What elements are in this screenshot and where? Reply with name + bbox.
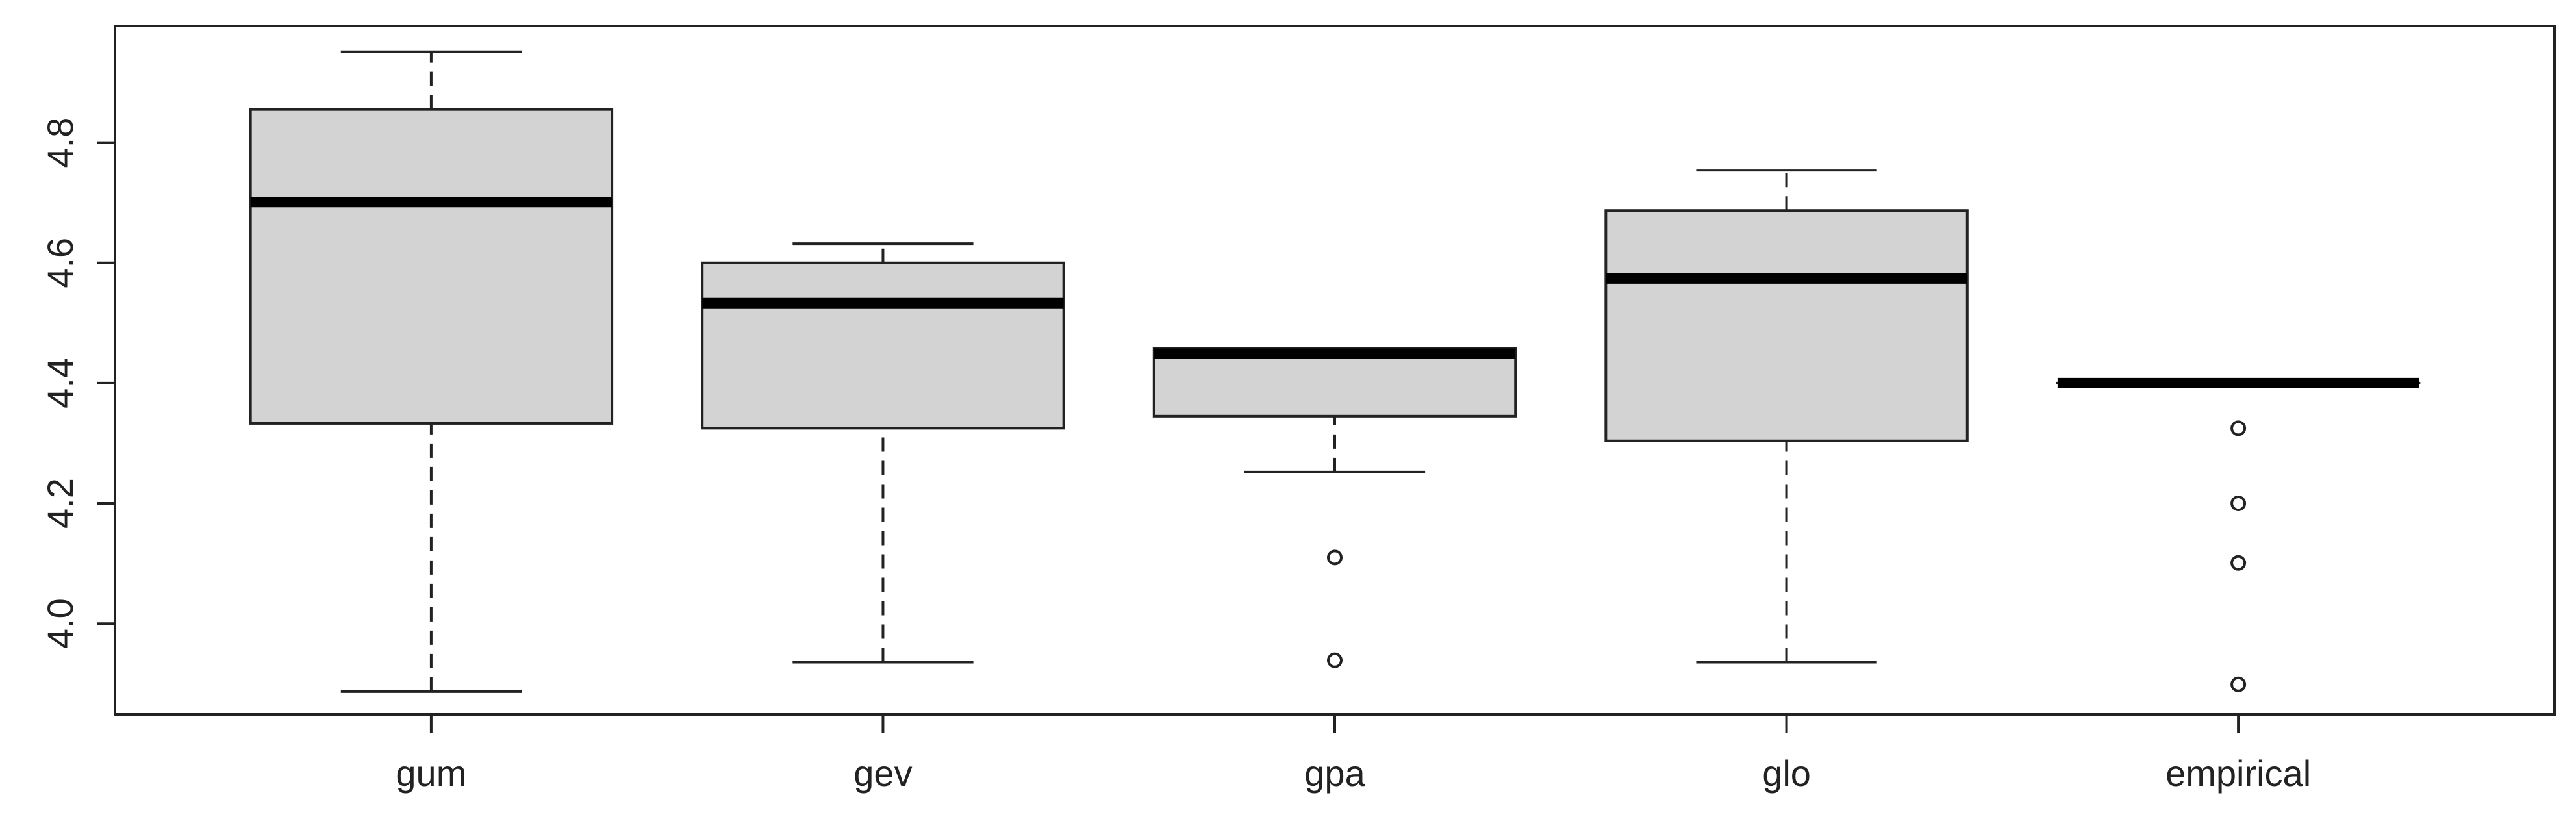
outlier [2230,420,2247,436]
outlier [1327,652,1343,668]
box [249,108,614,425]
box [701,261,1065,430]
outlier [2230,676,2247,692]
x-tick-label: empirical [2166,753,2311,794]
y-tick-label: 4.0 [40,598,81,649]
y-tick-label: 4.4 [40,358,81,409]
x-tick-label: gpa [1304,753,1365,794]
outlier [2230,496,2247,512]
x-tick-label: glo [1762,753,1811,794]
y-tick-label: 4.8 [40,118,81,168]
outlier [1327,549,1343,566]
y-tick-label: 4.6 [40,238,81,288]
box [1604,209,1969,442]
box [1152,347,1517,418]
y-tick-label: 4.2 [40,478,81,529]
outlier [2230,555,2247,571]
x-tick-label: gum [396,753,466,794]
x-tick-label: gev [853,753,912,794]
